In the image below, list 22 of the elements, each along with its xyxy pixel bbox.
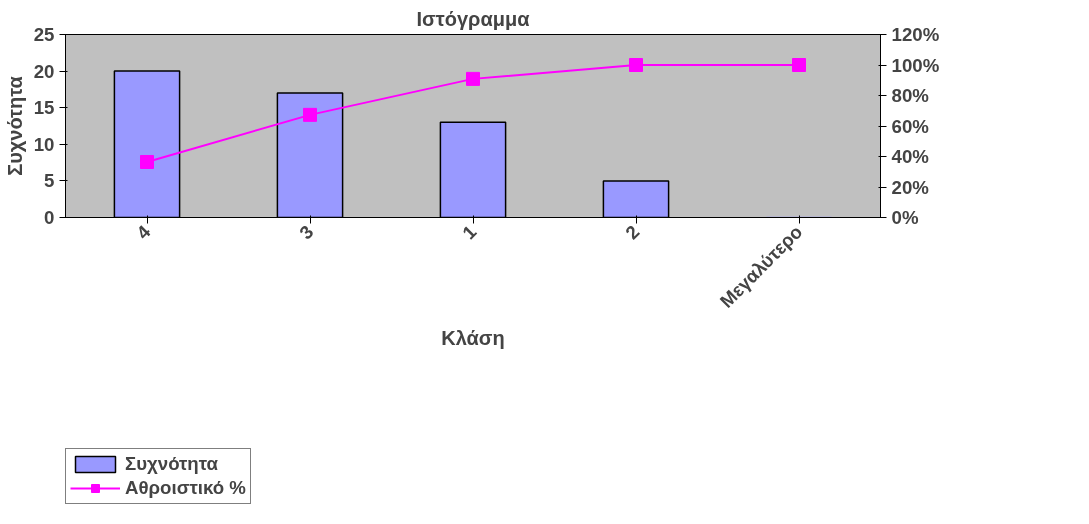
- y-tick-label: 15: [33, 97, 55, 119]
- y2-tick-label: 0%: [891, 207, 919, 228]
- y-axis-title: Συχνότητα: [3, 75, 26, 176]
- x-tick-label: 2: [621, 221, 644, 244]
- x-tick-label: 4: [132, 220, 155, 244]
- y2-tick-label: 80%: [891, 85, 930, 106]
- y-tick-label: 20: [33, 60, 55, 82]
- legend-label: Συχνότητα: [125, 453, 219, 475]
- y2-tick-label: 100%: [891, 54, 940, 76]
- x-axis-title: Κλάση: [441, 327, 505, 350]
- chart-title: Ιστόγραμμα: [416, 7, 531, 30]
- y2-tick-label: 120%: [891, 24, 940, 45]
- y-tick-label: 5: [44, 170, 55, 192]
- y2-tick-label: 60%: [891, 115, 930, 137]
- y2-tick-label: 40%: [891, 146, 930, 167]
- y2-tick-label: 20%: [891, 176, 930, 198]
- legend-label: Αθροιστικό %: [125, 477, 246, 499]
- x-tick-label: 3: [295, 221, 318, 244]
- y-tick-label: 10: [33, 133, 55, 155]
- y-tick-label: 0: [44, 207, 55, 228]
- y-tick-label: 25: [33, 24, 55, 45]
- x-tick-label: 1: [458, 221, 481, 244]
